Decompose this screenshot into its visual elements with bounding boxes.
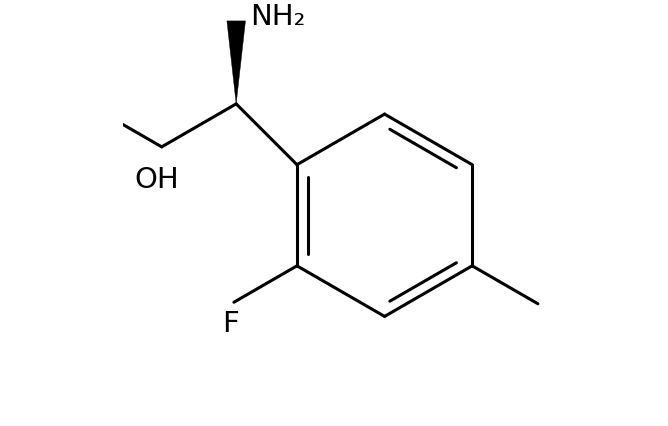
Text: NH₂: NH₂ [250,3,305,31]
Text: OH: OH [134,166,179,194]
Polygon shape [227,21,245,104]
Text: F: F [222,310,239,338]
